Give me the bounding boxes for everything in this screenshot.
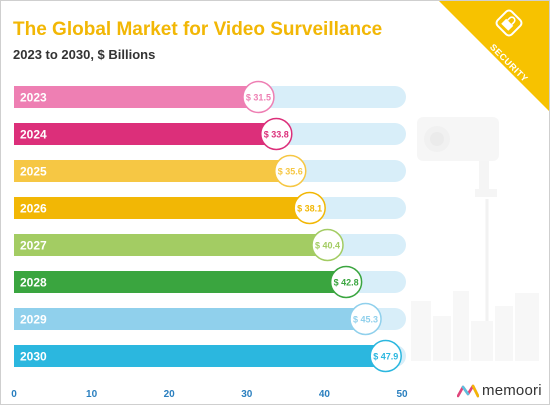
- x-tick-label: 40: [319, 389, 331, 400]
- category-label: 2028: [20, 276, 47, 290]
- value-bubble: [260, 117, 293, 151]
- bar-row-2030: 2030 $ 47.9: [14, 339, 406, 373]
- badge-background: [439, 1, 549, 111]
- bar-2023: [14, 86, 259, 108]
- category-label: 2027: [20, 239, 47, 253]
- value-bubble: [293, 191, 326, 225]
- category-label: 2024: [20, 128, 47, 142]
- x-tick-label: 50: [396, 389, 408, 400]
- data-label: $ 35.6: [278, 167, 303, 177]
- bar-row-2027: 2027 $ 40.4: [14, 228, 406, 262]
- bar-2024: [14, 123, 277, 145]
- brand-logo: memoori: [457, 382, 542, 399]
- chart-title: The Global Market for Video Surveillance: [13, 19, 383, 40]
- camera-mount-base-icon: [475, 189, 497, 197]
- category-label: 2025: [20, 165, 47, 179]
- skyline-building-icon: [411, 301, 431, 361]
- security-corner-badge: [439, 1, 549, 111]
- value-bubble: [349, 302, 382, 336]
- bar-row-2024: 2024 $ 33.8: [14, 117, 406, 151]
- data-label: $ 33.8: [264, 130, 289, 140]
- x-tick-label: 20: [164, 389, 176, 400]
- background-decoration: [411, 117, 539, 361]
- camera-mount-icon: [479, 161, 489, 191]
- value-bubble: [242, 80, 275, 114]
- bar-row-2023: 2023 $ 31.5: [14, 80, 406, 114]
- x-tick-label: 10: [86, 389, 98, 400]
- x-axis: 0 10 20 30 40 50: [11, 389, 408, 400]
- bar-2026: [14, 197, 310, 219]
- bar-row-2025: 2025 $ 35.6: [14, 154, 406, 188]
- memoori-logo-icon: [457, 384, 479, 397]
- skyline-building-icon: [471, 321, 493, 361]
- x-tick-label: 0: [11, 389, 17, 400]
- data-label: $ 31.5: [246, 93, 271, 103]
- data-label: $ 45.3: [353, 315, 378, 325]
- data-label: $ 47.9: [373, 352, 398, 362]
- value-bubble: [329, 265, 363, 299]
- bar-row-2026: 2026 $ 38.1: [14, 191, 406, 225]
- skyline-building-icon: [495, 306, 513, 361]
- data-label: $ 38.1: [297, 204, 322, 214]
- bars-layer: 2023 $ 31.5 2024 $ 33.8 2025 $ 35.6 2026 $ 38.1…: [14, 80, 406, 373]
- data-label: $ 40.4: [315, 241, 340, 251]
- brand-name: memoori: [482, 382, 542, 399]
- bar-row-2028: 2028 $ 42.8: [14, 265, 406, 299]
- skyline-building-icon: [515, 293, 539, 361]
- skyline-building-icon: [433, 316, 451, 361]
- lock-icon: [495, 9, 523, 37]
- category-label: 2026: [20, 202, 47, 216]
- bar-2030: [14, 345, 386, 367]
- camera-lens-inner-icon: [430, 132, 444, 146]
- bar-2027: [14, 234, 328, 256]
- value-bubble: [369, 339, 402, 373]
- bar-2025: [14, 160, 291, 182]
- chart-subtitle: 2023 to 2030, $ Billions: [13, 47, 156, 62]
- category-label: 2023: [20, 91, 47, 105]
- category-label: 2030: [20, 350, 47, 364]
- category-label: 2029: [20, 313, 47, 327]
- value-bubble: [274, 154, 307, 188]
- bar-2029: [14, 308, 366, 330]
- value-bubble: [311, 228, 344, 262]
- x-tick-label: 30: [241, 389, 253, 400]
- bar-2028: [14, 271, 347, 293]
- bar-row-2029: 2029 $ 45.3: [14, 302, 406, 336]
- data-label: $ 42.8: [334, 278, 359, 288]
- skyline-building-icon: [453, 291, 469, 361]
